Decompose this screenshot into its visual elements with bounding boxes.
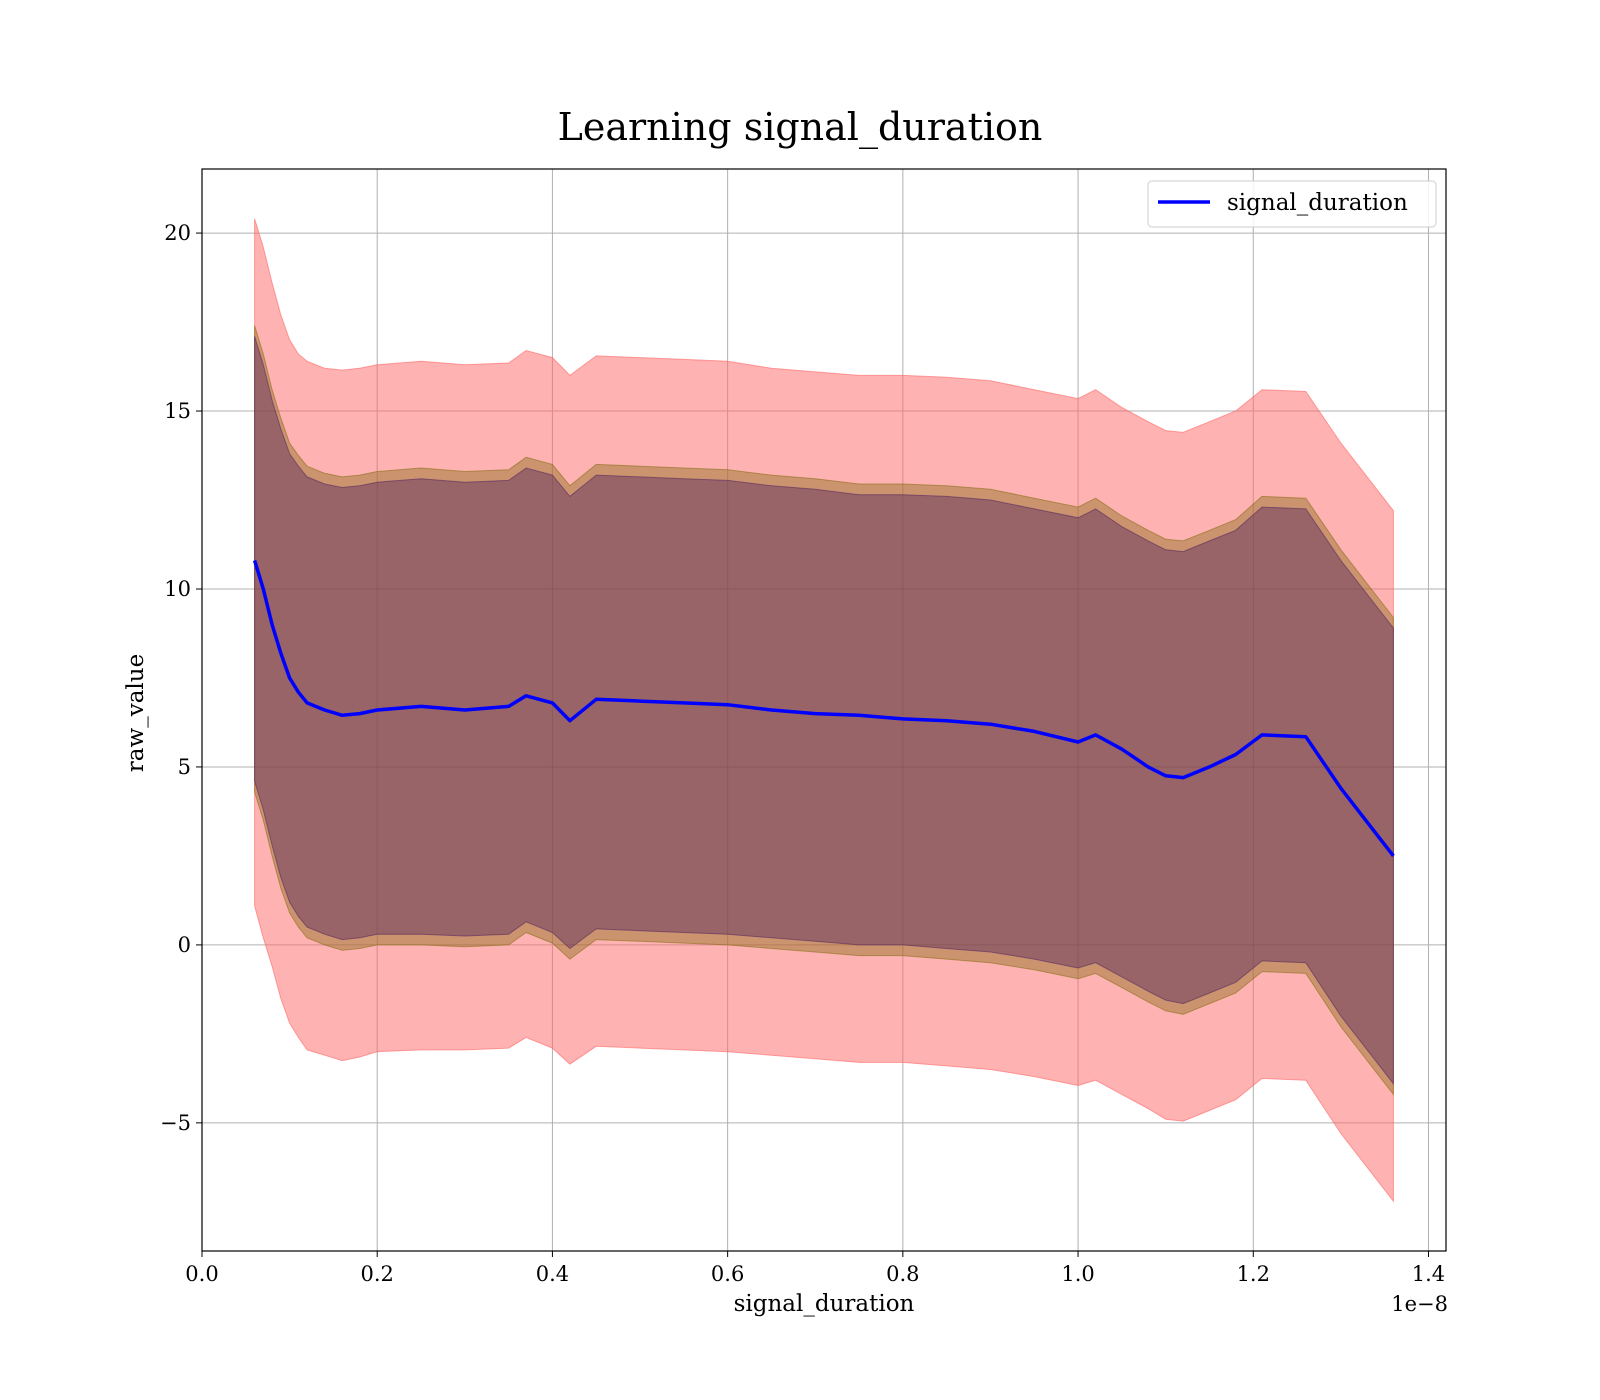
plot-frame bbox=[201, 168, 1447, 1252]
y-tick-label: 15 bbox=[164, 399, 191, 423]
outer-band bbox=[254, 218, 1394, 1203]
x-tick-label: 0.6 bbox=[711, 1262, 744, 1286]
x-tick-label: 1.0 bbox=[1061, 1262, 1094, 1286]
legend-frame bbox=[1147, 180, 1437, 228]
x-axis-label: signal_duration bbox=[734, 1291, 915, 1317]
x-tick-label: 0.0 bbox=[185, 1262, 218, 1286]
x-tick-label: 0.4 bbox=[536, 1262, 569, 1286]
x-tick-label: 1.4 bbox=[1412, 1262, 1445, 1286]
y-tick-label: 10 bbox=[164, 577, 191, 601]
x-tick-label: 1.2 bbox=[1237, 1262, 1270, 1286]
series-line bbox=[252, 559, 1395, 857]
x-tick-label: 0.2 bbox=[361, 1262, 394, 1286]
chart-title: Learning signal_duration bbox=[558, 105, 1043, 150]
y-tick-label: 0 bbox=[178, 933, 191, 957]
y-tick-label: 20 bbox=[164, 221, 191, 245]
y-axis-ticks: −5 0 5 10 15 20 bbox=[160, 221, 202, 1135]
y-tick-label: 5 bbox=[178, 755, 191, 779]
y-axis-label: raw_value bbox=[123, 654, 149, 772]
legend: signal_duration bbox=[1147, 180, 1437, 228]
confidence-bands bbox=[254, 218, 1394, 1203]
x-axis-offset-text: 1e−8 bbox=[1391, 1292, 1448, 1316]
x-axis-ticks: 0.0 0.2 0.4 0.6 0.8 1.0 1.2 1.4 bbox=[185, 1251, 1445, 1286]
inner-band bbox=[254, 336, 1394, 1086]
y-tick-label: −5 bbox=[160, 1111, 191, 1135]
series-lines bbox=[252, 559, 1395, 857]
x-tick-label: 0.8 bbox=[886, 1262, 919, 1286]
legend-label: signal_duration bbox=[1227, 190, 1408, 216]
